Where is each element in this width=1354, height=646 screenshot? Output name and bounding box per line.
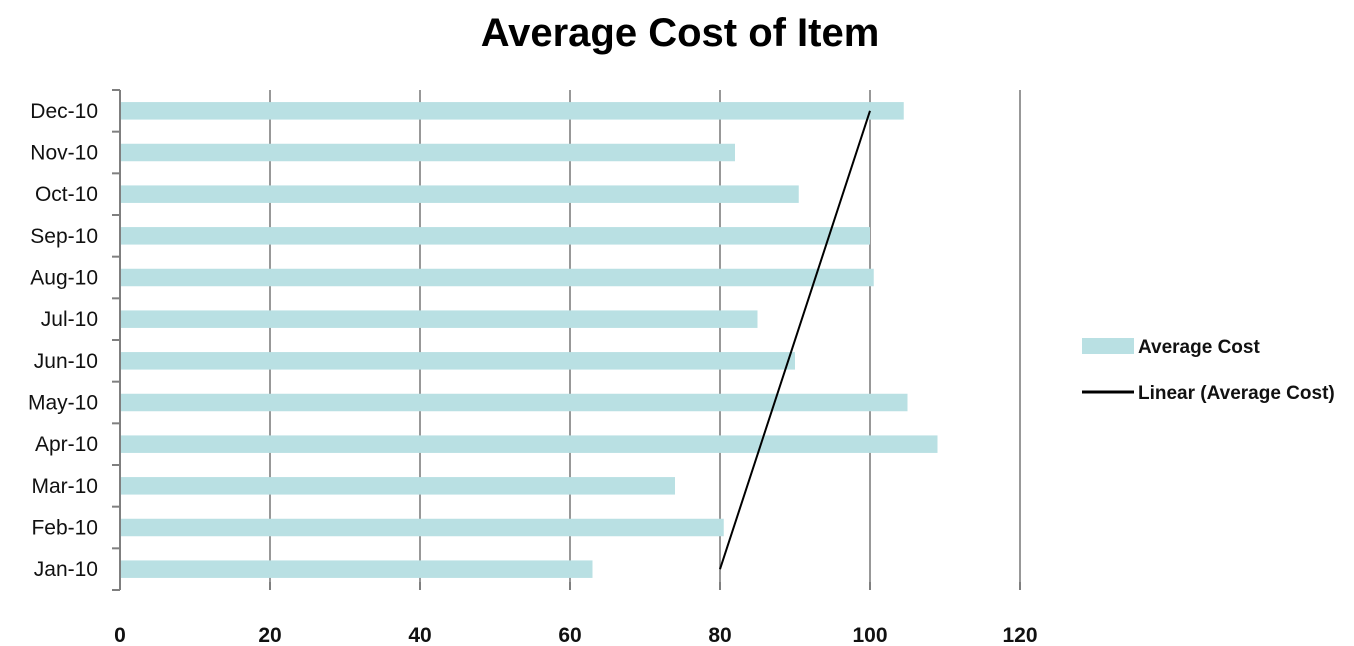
category-label: Aug-10 xyxy=(30,267,98,290)
category-label: Mar-10 xyxy=(31,475,98,498)
category-label: Jul-10 xyxy=(41,308,98,331)
tick-labels: 0 20 40 60 80 100 120 xyxy=(114,582,1038,646)
x-tick-label: 0 xyxy=(114,624,126,646)
legend-label-trendline: Linear (Average Cost) xyxy=(1138,383,1335,404)
category-label: Jun-10 xyxy=(34,350,98,373)
x-tick-label: 120 xyxy=(1002,624,1037,646)
bar-may-10 xyxy=(120,393,908,412)
legend-swatch-average-cost xyxy=(1082,338,1134,354)
bar-apr-10 xyxy=(120,435,938,453)
category-label: Apr-10 xyxy=(35,433,98,456)
category-label: Jan-10 xyxy=(34,558,98,581)
x-tick-label: 80 xyxy=(708,624,731,646)
bar-jul-10 xyxy=(120,310,758,328)
bars xyxy=(120,102,938,578)
trendline-path xyxy=(719,110,871,570)
bar-mar-10 xyxy=(120,477,675,495)
bar-aug-10 xyxy=(120,268,874,287)
axes xyxy=(112,89,121,591)
category-label: Nov-10 xyxy=(30,142,98,165)
category-label: Dec-10 xyxy=(30,100,98,123)
category-labels: Jan-10 Feb-10 Mar-10 Apr-10 May-10 Jun-10 Jul-… xyxy=(28,100,98,581)
category-label: May-10 xyxy=(28,392,98,415)
bar-dec-10 xyxy=(120,102,904,120)
legend-label-average-cost: Average Cost xyxy=(1138,337,1260,358)
x-tick-label: 100 xyxy=(852,624,887,646)
bar-nov-10 xyxy=(120,143,735,162)
category-label: Oct-10 xyxy=(35,183,98,206)
gridlines xyxy=(269,90,1021,590)
chart-title: Average Cost of Item xyxy=(481,11,880,55)
bar-jun-10 xyxy=(120,352,795,370)
bar-oct-10 xyxy=(120,185,799,203)
x-tick-label: 60 xyxy=(558,624,581,646)
legend: Average Cost Linear (Average Cost) xyxy=(1082,337,1335,404)
bar-sep-10 xyxy=(120,227,870,245)
category-label: Feb-10 xyxy=(31,517,98,540)
category-label: Sep-10 xyxy=(30,225,98,248)
x-tick-label: 20 xyxy=(258,624,281,646)
bar-jan-10 xyxy=(120,560,593,578)
x-tick-label: 40 xyxy=(408,624,431,646)
trendline xyxy=(719,110,871,570)
bar-feb-10 xyxy=(120,518,724,537)
